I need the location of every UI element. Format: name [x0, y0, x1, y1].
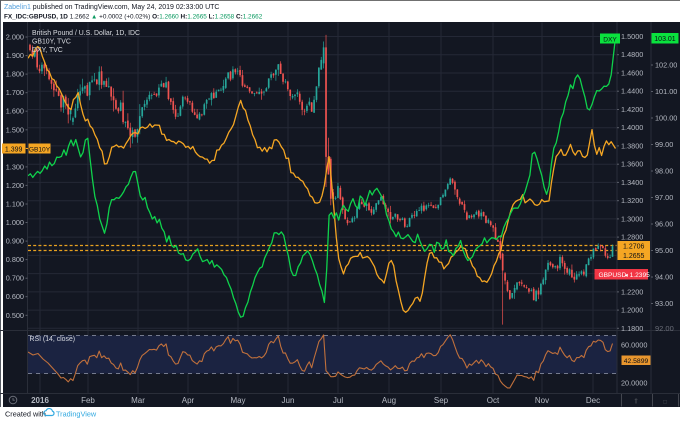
svg-text:Jul: Jul: [333, 396, 343, 405]
svg-text:1.700: 1.700: [6, 88, 24, 97]
svg-text:99.00: 99.00: [655, 140, 673, 149]
svg-text:DXY, TVC: DXY, TVC: [32, 47, 63, 54]
svg-text:2.000: 2.000: [6, 33, 24, 42]
svg-text:Zabelin1 published on TradingV: Zabelin1 published on TradingView.com, M…: [4, 4, 219, 11]
svg-text:Dec: Dec: [586, 396, 600, 405]
svg-text:Jun: Jun: [282, 396, 295, 405]
svg-text:British Pound / U.S. Dollar, 1: British Pound / U.S. Dollar, 1D, IDC: [32, 30, 140, 37]
svg-text:1.100: 1.100: [6, 200, 24, 209]
svg-text:◂ 1.2395: ◂ 1.2395: [625, 272, 651, 279]
svg-text:Apr: Apr: [182, 396, 195, 405]
svg-text:1.1800: 1.1800: [621, 324, 643, 333]
svg-text:0.900: 0.900: [6, 237, 24, 246]
svg-text:1.399: 1.399: [5, 146, 23, 153]
svg-text:1.5000: 1.5000: [621, 32, 643, 41]
svg-text:95.00: 95.00: [655, 246, 673, 255]
svg-text:102.00: 102.00: [655, 61, 677, 70]
svg-text:20.0000: 20.0000: [621, 379, 647, 388]
svg-text:GBPUSD: GBPUSD: [599, 272, 627, 279]
svg-text:0.700: 0.700: [6, 274, 24, 283]
svg-text:Mar: Mar: [131, 396, 145, 405]
svg-text:1.4000: 1.4000: [621, 123, 643, 132]
svg-text:60.0000: 60.0000: [621, 341, 647, 350]
svg-text:1.4200: 1.4200: [621, 105, 643, 114]
svg-text:42.5899: 42.5899: [624, 358, 649, 365]
svg-text:93.00: 93.00: [655, 299, 673, 308]
svg-text:1.3000: 1.3000: [621, 214, 643, 223]
svg-text:1.000: 1.000: [6, 218, 24, 227]
svg-text:1.2200: 1.2200: [621, 287, 643, 296]
svg-text:1.3600: 1.3600: [621, 160, 643, 169]
svg-text:94.00: 94.00: [655, 273, 673, 282]
svg-text:96.00: 96.00: [655, 220, 673, 229]
svg-text:Sep: Sep: [434, 396, 449, 405]
svg-text:⇑: ⇑: [633, 398, 639, 406]
svg-text:101.00: 101.00: [655, 87, 677, 96]
svg-text:Created with: Created with: [5, 410, 46, 419]
svg-text:92.00: 92.00: [655, 324, 674, 333]
svg-text:100.00: 100.00: [655, 114, 677, 123]
svg-text:1.900: 1.900: [6, 51, 24, 60]
svg-text:1.2800: 1.2800: [621, 233, 643, 242]
svg-text:May: May: [230, 396, 245, 405]
svg-text:Aug: Aug: [382, 396, 396, 405]
svg-text:TradingView: TradingView: [56, 410, 97, 419]
svg-text:1.500: 1.500: [6, 125, 24, 134]
svg-text:Feb: Feb: [81, 396, 95, 405]
svg-text:1.2655: 1.2655: [623, 253, 645, 260]
svg-text:1.600: 1.600: [6, 107, 24, 116]
svg-text:Oct: Oct: [487, 396, 500, 405]
svg-text:1.300: 1.300: [6, 162, 24, 171]
svg-text:1.800: 1.800: [6, 70, 24, 79]
svg-text:0.500: 0.500: [6, 311, 24, 320]
svg-text:RSI (14, close): RSI (14, close): [30, 336, 76, 343]
svg-text:0.800: 0.800: [6, 255, 24, 264]
svg-text:GB10Y, TVC: GB10Y, TVC: [32, 39, 71, 46]
svg-text:1.2000: 1.2000: [621, 306, 643, 315]
svg-text:FX_IDC:GBPUSD, 1D 1.2662 ▲ +0: FX_IDC:GBPUSD, 1D 1.2662 ▲ +0.0002 (+0.0…: [4, 14, 263, 21]
svg-text:Nov: Nov: [535, 396, 549, 405]
svg-text:1.200: 1.200: [6, 181, 24, 190]
svg-text:98.00: 98.00: [655, 167, 673, 176]
svg-text:0.600: 0.600: [6, 292, 24, 301]
svg-text:97.00: 97.00: [655, 193, 673, 202]
svg-text:1.3400: 1.3400: [621, 178, 643, 187]
svg-text:GB10Y: GB10Y: [29, 146, 51, 153]
svg-text:2016: 2016: [31, 396, 49, 405]
svg-text:1.4400: 1.4400: [621, 87, 643, 96]
svg-text:1.4800: 1.4800: [621, 50, 643, 59]
svg-text:103.01: 103.01: [654, 36, 676, 43]
svg-text:1.3800: 1.3800: [621, 141, 643, 150]
svg-text:1.2706: 1.2706: [623, 243, 645, 250]
svg-text:1.4600: 1.4600: [621, 69, 643, 78]
svg-text:1.3200: 1.3200: [621, 196, 643, 205]
svg-text:□: □: [663, 400, 667, 406]
svg-text:DXY: DXY: [603, 36, 617, 43]
